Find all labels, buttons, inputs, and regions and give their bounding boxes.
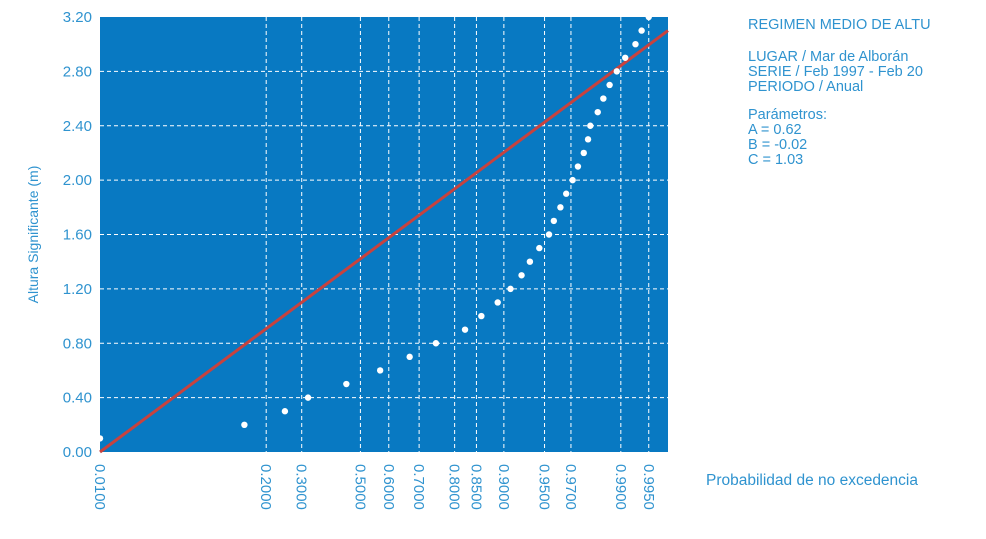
data-point [507, 285, 514, 293]
y-tick-label: 1.20 [63, 281, 92, 298]
location-text: LUGAR / Mar de Alborán [748, 49, 909, 65]
x-tick-label: 0.9500 [536, 464, 553, 510]
data-point [343, 380, 350, 388]
data-point [584, 136, 592, 143]
data-point [600, 95, 607, 102]
chart-title: REGIMEN MEDIO DE ALTU [748, 18, 931, 33]
y-tick-label: 3.20 [63, 9, 92, 26]
data-point [96, 435, 104, 442]
data-point [587, 122, 594, 129]
x-tick-label: 0.8500 [467, 464, 484, 510]
x-tick-label: 0.0100 [91, 464, 108, 510]
data-point [563, 190, 570, 197]
x-tick-label: 0.7000 [410, 464, 427, 510]
x-tick-label: 0.2000 [257, 464, 274, 510]
params-title: Parámetros: [748, 107, 827, 123]
param-a: A = 0.62 [748, 122, 802, 138]
y-tick-labels: 0.00 0.40 0.80 1.20 1.60 2.00 2.40 2.80 3.20 [63, 9, 92, 461]
y-axis-title: Altura Significante (m) [25, 166, 41, 304]
y-tick-label: 0.00 [63, 444, 92, 461]
period-text: PERIODO / Anual [748, 79, 864, 95]
param-b: B = -0.02 [748, 137, 808, 153]
x-tick-label: 0.6000 [380, 464, 397, 510]
data-point [494, 299, 501, 306]
data-point [406, 353, 413, 361]
data-point [638, 27, 645, 34]
y-tick-label: 0.80 [63, 335, 92, 352]
info-panel: REGIMEN MEDIO DE ALTU LUGAR / Mar de Alb… [748, 18, 986, 168]
data-point [545, 231, 553, 238]
data-point [569, 176, 576, 184]
data-point [550, 217, 558, 225]
fit-line [99, 29, 669, 454]
data-point [606, 81, 613, 89]
data-point [304, 394, 312, 401]
x-tick-label: 0.9950 [640, 464, 657, 510]
x-tick-label: 0.5000 [351, 464, 368, 510]
data-point [536, 244, 543, 252]
data-point [478, 312, 485, 320]
grid [100, 17, 668, 452]
data-point [632, 40, 639, 48]
data-point [241, 421, 248, 429]
x-tick-label: 0.9900 [612, 464, 629, 510]
series-text: SERIE / Feb 1997 - Feb 20 [748, 64, 923, 80]
x-tick-label: 0.8000 [446, 464, 463, 510]
x-tick-label: 0.9700 [562, 464, 579, 510]
data-point [645, 13, 652, 21]
data-point [518, 272, 525, 279]
data-point [580, 149, 587, 157]
data-point [432, 340, 440, 347]
data-point [622, 54, 629, 61]
x-tick-labels: 0.0100 0.2000 0.3000 0.5000 0.6000 0.7000 0.80… [91, 464, 657, 510]
x-tick-label: 0.9000 [495, 464, 512, 510]
y-tick-label: 2.00 [63, 172, 92, 189]
y-tick-label: 2.40 [63, 118, 92, 135]
param-c: C = 1.03 [748, 152, 804, 168]
data-point [461, 326, 469, 333]
data-point [594, 108, 601, 116]
x-tick-label: 0.3000 [293, 464, 310, 510]
y-tick-label: 1.60 [63, 227, 92, 244]
y-tick-label: 2.80 [63, 63, 92, 80]
x-axis-title: Probabilidad de no excedencia [706, 472, 918, 489]
data-point [526, 258, 534, 265]
data-point [376, 367, 384, 374]
data-point [574, 163, 582, 170]
data-point [613, 68, 620, 75]
y-tick-label: 0.40 [63, 390, 92, 407]
data-point [281, 408, 289, 415]
data-points [96, 13, 652, 442]
data-point [557, 204, 564, 211]
